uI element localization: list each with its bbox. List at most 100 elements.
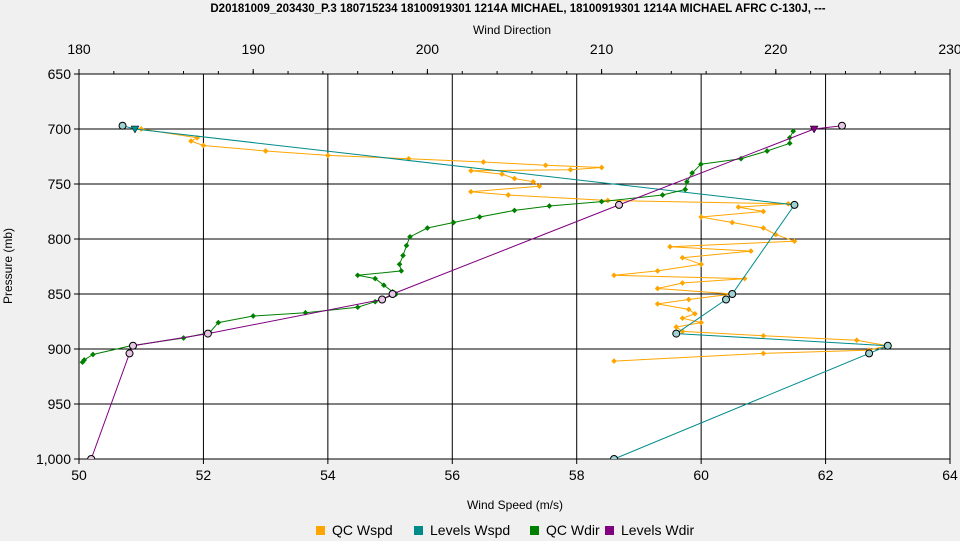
x2-tick-label: 230 — [938, 41, 960, 57]
data-point — [735, 204, 742, 210]
plot-region — [79, 121, 892, 459]
y-tick-label: 700 — [48, 121, 72, 137]
data-point — [354, 304, 361, 311]
data-point — [659, 192, 666, 198]
data-point — [654, 268, 661, 274]
data-point — [511, 175, 518, 182]
data-point — [354, 272, 361, 279]
data-point — [679, 254, 686, 261]
data-point — [698, 319, 704, 326]
data-point — [200, 142, 207, 149]
data-point — [468, 188, 474, 195]
data-point — [611, 272, 617, 279]
data-point — [698, 214, 704, 220]
data-point — [684, 178, 690, 185]
legend-swatch — [605, 526, 614, 535]
data-point — [791, 238, 798, 245]
series-levels-wspd — [118, 121, 892, 459]
plot-frame — [78, 73, 951, 460]
data-point — [698, 161, 704, 168]
data-point — [536, 183, 543, 190]
y-tick-label: 950 — [48, 396, 72, 412]
data-point — [615, 200, 624, 209]
x-tick-label: 62 — [818, 467, 834, 483]
x2-tick-label: 210 — [590, 41, 614, 57]
data-point — [407, 233, 413, 240]
data-point — [188, 138, 194, 144]
y-tick-label: 1,000 — [36, 451, 71, 467]
chart-title: D20181009_203430_P.3 180715234 181009193… — [210, 3, 825, 15]
x2-tick-label: 220 — [764, 41, 788, 57]
data-point — [692, 310, 698, 317]
data-point — [760, 332, 767, 339]
data-point — [396, 261, 403, 268]
data-point — [118, 121, 127, 130]
bottom-axis-label: Wind Speed (m/s) — [467, 498, 563, 512]
data-point — [689, 170, 696, 176]
data-point — [130, 125, 140, 134]
data-point — [682, 186, 689, 193]
x-tick-label: 54 — [320, 467, 336, 483]
data-point — [400, 252, 406, 259]
data-point — [542, 162, 549, 169]
data-point — [728, 290, 737, 298]
data-point — [468, 167, 474, 174]
data-point — [865, 349, 874, 358]
data-point — [764, 148, 770, 154]
data-point — [480, 159, 487, 165]
data-point — [786, 140, 793, 147]
data-point — [672, 329, 681, 338]
data-point — [215, 319, 222, 326]
x-tick-label: 60 — [693, 467, 709, 483]
data-point — [505, 192, 512, 198]
data-point — [611, 358, 617, 364]
data-point — [129, 341, 138, 350]
data-point — [748, 248, 754, 254]
legend-swatch — [316, 526, 325, 535]
data-point — [722, 295, 731, 304]
data-point — [250, 313, 257, 319]
data-point — [729, 219, 736, 226]
legend-label: Levels Wdir — [621, 522, 694, 538]
data-point — [325, 152, 331, 159]
data-point — [685, 296, 692, 303]
y-axis-label: Pressure (mb) — [1, 228, 15, 304]
data-point — [790, 128, 797, 135]
data-point — [809, 125, 819, 134]
data-point — [760, 350, 767, 357]
data-point — [388, 290, 397, 298]
data-point — [138, 126, 145, 132]
data-point — [381, 282, 387, 289]
data-point — [837, 121, 846, 130]
data-point — [610, 455, 619, 459]
data-point — [499, 171, 505, 177]
data-point — [90, 351, 96, 358]
legend-label: Levels Wspd — [430, 522, 510, 538]
data-point — [125, 349, 134, 358]
data-point — [372, 275, 378, 282]
data-point — [853, 337, 860, 344]
top-axis-label: Wind Direction — [473, 23, 551, 37]
data-point — [530, 178, 536, 185]
legend-swatch — [530, 526, 539, 535]
series-levels-wdir — [87, 121, 846, 459]
data-point — [679, 315, 686, 322]
y-tick-label: 650 — [48, 66, 72, 82]
y-tick-label: 900 — [48, 341, 72, 357]
x2-tick-label: 190 — [242, 41, 266, 57]
data-point — [203, 329, 212, 338]
x-tick-label: 50 — [71, 467, 87, 483]
series-layer — [79, 121, 892, 459]
data-point — [450, 219, 457, 226]
data-point — [741, 275, 748, 282]
data-point — [654, 285, 661, 292]
data-point — [760, 225, 767, 231]
x2-tick-label: 180 — [67, 41, 91, 57]
data-point — [567, 166, 574, 173]
plot-area — [79, 74, 950, 459]
y-tick-label: 850 — [48, 286, 72, 302]
data-point — [598, 164, 605, 171]
data-point — [667, 243, 673, 250]
x-tick-label: 58 — [569, 467, 585, 483]
